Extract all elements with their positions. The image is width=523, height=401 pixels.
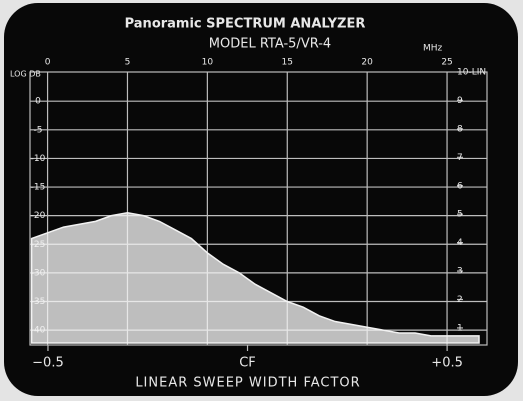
x-tick-label: 0 — [45, 58, 51, 68]
y2-tick-label: 9 — [457, 96, 463, 106]
y-tick-label: -5 — [34, 125, 43, 135]
x-tick-label: 10 — [202, 58, 214, 68]
spectrum-area — [30, 212, 480, 344]
x2-tick-label: CF — [239, 356, 256, 371]
y2-tick-label: 2 — [457, 295, 463, 305]
x-axis-label: MHz — [423, 44, 443, 54]
y-tick-label: -15 — [31, 183, 46, 193]
chart-subtitle: MODEL RTA-5/VR-4 — [209, 37, 331, 52]
y2-tick-label: 7 — [457, 153, 463, 163]
y2-tick-label: 8 — [457, 124, 463, 134]
y2-tick-label: 10-LIN — [457, 68, 486, 78]
y-tick-label: -20 — [31, 211, 46, 221]
y2-tick-label: 5 — [457, 210, 463, 220]
y-axis-label: LOG DB — [10, 70, 41, 79]
x-tick-label: 15 — [282, 58, 293, 68]
chart-title: Panoramic SPECTRUM ANALYZER — [125, 17, 366, 32]
x-tick-label: 5 — [125, 58, 131, 68]
x-tick-label: 20 — [361, 58, 373, 68]
x-tick-label: 25 — [441, 58, 452, 68]
y-tick-label: 0 — [35, 97, 41, 107]
y2-tick-label: 4 — [457, 238, 463, 248]
x2-axis-label: LINEAR SWEEP WIDTH FACTOR — [135, 376, 360, 391]
x2-tick-label: +0.5 — [431, 356, 463, 371]
y2-tick-label: 6 — [457, 181, 463, 191]
y2-tick-label: 1 — [457, 323, 463, 333]
x2-tick-label: −0.5 — [32, 356, 64, 371]
plot-frame — [29, 71, 488, 346]
y2-tick-label: 3 — [457, 267, 463, 277]
y-tick-label: -10 — [31, 154, 46, 164]
